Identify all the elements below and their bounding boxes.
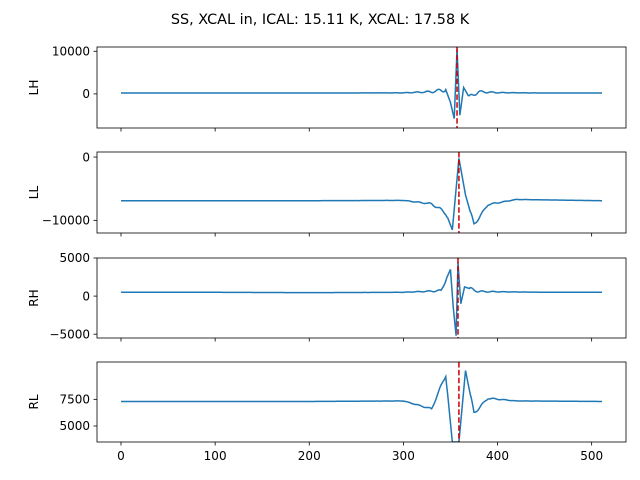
y-tick-label: −10000 xyxy=(42,214,90,228)
series-line-lh xyxy=(121,49,602,119)
series-line-ll xyxy=(121,158,603,231)
y-tick-label: −5000 xyxy=(49,327,90,341)
axes-frame xyxy=(96,361,627,443)
axes-frame xyxy=(96,46,627,129)
series-line-rl xyxy=(121,370,603,442)
y-axis-label: LH xyxy=(27,80,41,96)
x-tick-label: 200 xyxy=(298,449,321,463)
axes-frame xyxy=(96,151,627,234)
y-tick-label: 0 xyxy=(82,150,90,164)
x-tick-label: 300 xyxy=(392,449,415,463)
x-tick-label: 100 xyxy=(204,449,227,463)
subplot-rl: 7500 5000 0 100 200 300 400 500 RL xyxy=(27,361,627,463)
y-tick-label: 10000 xyxy=(52,44,90,58)
y-axis-label: LL xyxy=(27,186,41,200)
y-tick-label: 7500 xyxy=(59,393,90,407)
y-axis-label: RH xyxy=(27,289,41,306)
axes-frame xyxy=(96,257,627,339)
figure-title: SS, XCAL in, ICAL: 15.11 K, XCAL: 17.58 … xyxy=(171,12,470,28)
y-tick-label: 5000 xyxy=(59,419,90,433)
x-tick-label: 400 xyxy=(486,449,509,463)
subplot-rh: 5000 0 −5000 RH xyxy=(27,251,627,342)
y-tick-label: 0 xyxy=(82,289,90,303)
x-tick-label: 0 xyxy=(117,449,125,463)
y-axis-label: RL xyxy=(27,394,41,409)
series-line-rh xyxy=(121,262,602,336)
y-tick-label: 5000 xyxy=(59,251,90,265)
subplot-lh: 10000 0 LH xyxy=(27,44,627,132)
x-tick-label: 500 xyxy=(580,449,603,463)
y-tick-label: 0 xyxy=(82,87,90,101)
